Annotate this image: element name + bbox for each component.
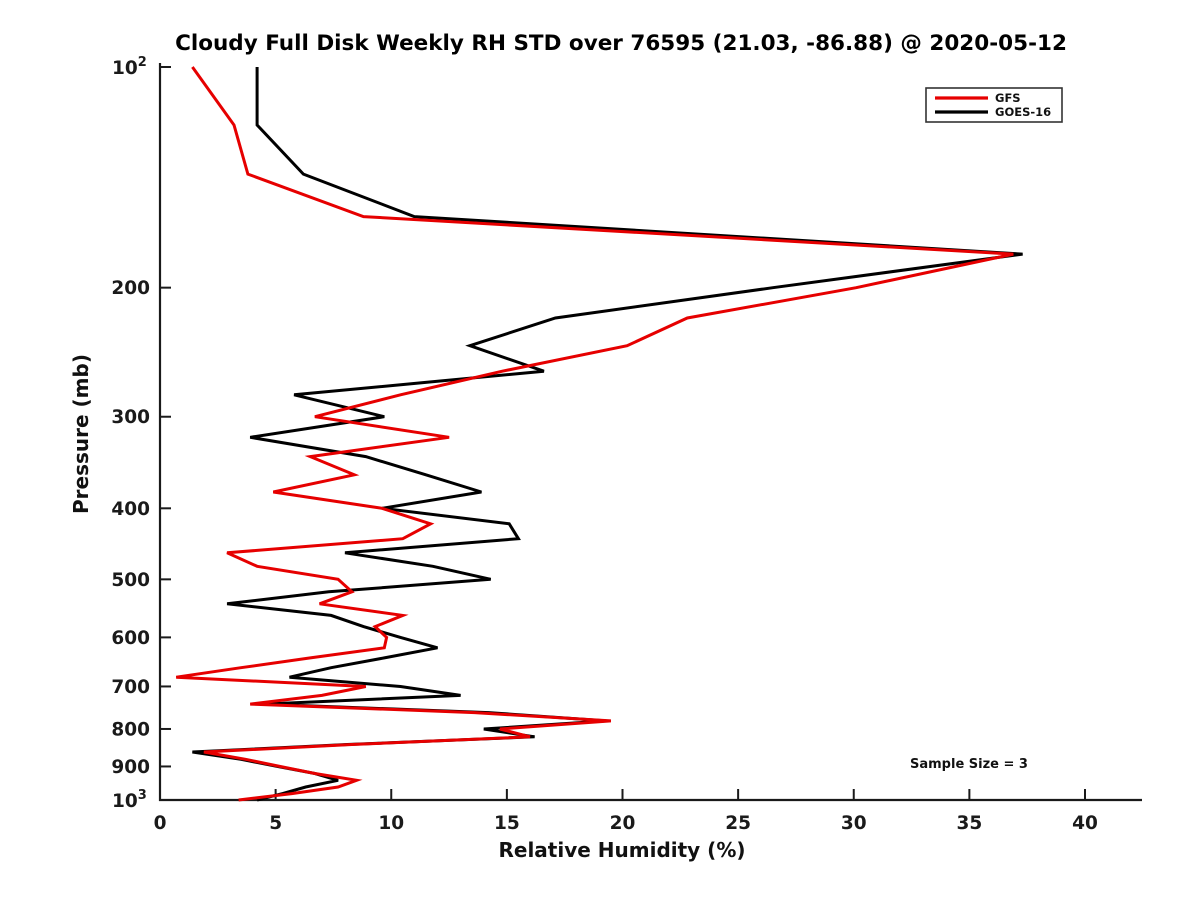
- x-tick-label-10: 10: [378, 813, 404, 834]
- y-tick-label-600: 600: [111, 628, 150, 649]
- legend[interactable]: GFS GOES-16: [925, 87, 1063, 123]
- y-tick-label-300: 300: [111, 407, 150, 428]
- curve-goes-16: [192, 67, 1023, 802]
- y-tick-label-900: 900: [111, 757, 150, 778]
- legend-label-goes16: GOES-16: [995, 105, 1051, 119]
- tick-marks: [159, 66, 1086, 801]
- y-tick-label-700: 700: [111, 677, 150, 698]
- y-tick-label-800: 800: [111, 719, 150, 740]
- legend-label-gfs: GFS: [995, 91, 1021, 105]
- chart-title: Cloudy Full Disk Weekly RH STD over 7659…: [175, 31, 1067, 56]
- y-tick-label-400: 400: [111, 499, 150, 520]
- legend-box: [925, 87, 1063, 123]
- profile-curves: [175, 66, 1023, 802]
- y-tick-label-1000: 103: [112, 788, 147, 812]
- sample-size-annotation: Sample Size = 3: [910, 757, 1028, 772]
- y-tick-label-200: 200: [111, 278, 150, 299]
- x-tick-label-0: 0: [154, 813, 167, 834]
- x-tick-label-35: 35: [957, 813, 983, 834]
- x-tick-label-5: 5: [269, 813, 282, 834]
- x-tick-label-30: 30: [841, 813, 867, 834]
- y-tick-label-500: 500: [111, 570, 150, 591]
- x-tick-label-25: 25: [725, 813, 751, 834]
- y-tick-label-100: 102: [112, 55, 147, 79]
- x-tick-label-20: 20: [610, 813, 636, 834]
- axes-frame: [158, 63, 1142, 802]
- curve-gfs: [175, 66, 1014, 802]
- x-tick-label-40: 40: [1072, 813, 1098, 834]
- y-axis-label: Pressure (mb): [69, 354, 93, 514]
- x-axis-label: Relative Humidity (%): [498, 838, 745, 862]
- x-tick-label-15: 15: [494, 813, 520, 834]
- tick-labels: 0 5 10 15 20 25 30 35 40 200 300 400 500 600 700 800 900…: [111, 55, 1098, 834]
